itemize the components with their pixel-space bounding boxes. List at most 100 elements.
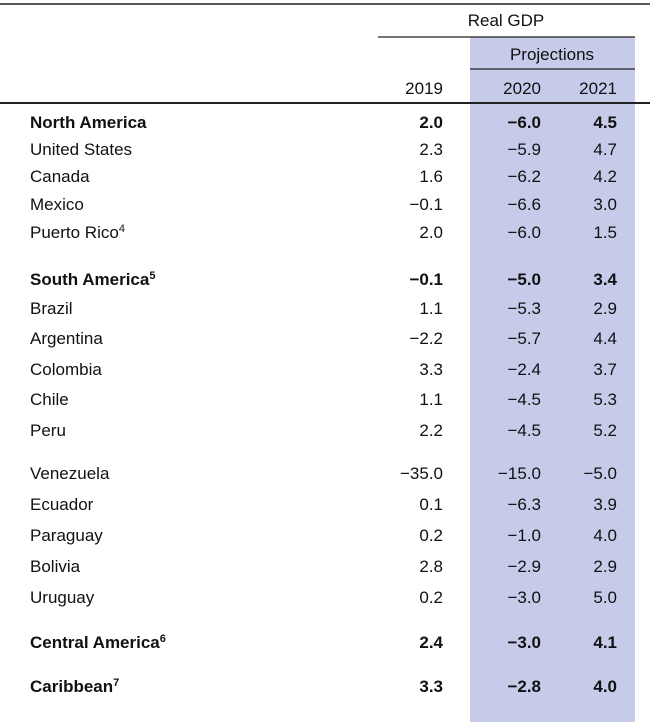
row-label: Uruguay xyxy=(30,588,95,607)
cell-value: −3.0 xyxy=(507,633,541,652)
cell-value: 2.2 xyxy=(419,421,443,440)
cell-value: −0.1 xyxy=(409,270,443,289)
cell-value: 4.1 xyxy=(593,633,617,652)
projection-shade xyxy=(470,37,635,722)
cell-value: −6.0 xyxy=(507,113,541,132)
cell-value: 3.4 xyxy=(593,270,617,289)
row-label: Brazil xyxy=(30,299,73,318)
cell-value: −2.4 xyxy=(507,360,541,379)
cell-value: 4.5 xyxy=(593,113,617,132)
cell-value: 0.2 xyxy=(419,526,443,545)
cell-value: −2.8 xyxy=(507,677,541,696)
row-name: Central America xyxy=(30,633,160,652)
cell-value: −5.9 xyxy=(507,140,541,159)
row-name: Argentina xyxy=(30,329,103,348)
row-name: Uruguay xyxy=(30,588,95,607)
cell-value: −5.7 xyxy=(507,329,541,348)
cell-value: −6.2 xyxy=(507,167,541,186)
footnote-mark: 7 xyxy=(113,677,119,689)
row-label: Paraguay xyxy=(30,526,103,545)
cell-value: 4.0 xyxy=(593,677,617,696)
row-label: North America xyxy=(30,113,147,132)
year-header: 2019 xyxy=(405,79,443,98)
cell-value: 2.0 xyxy=(419,113,443,132)
cell-value: −2.2 xyxy=(409,329,443,348)
row-name: North America xyxy=(30,113,147,132)
cell-value: 3.7 xyxy=(593,360,617,379)
cell-value: 5.3 xyxy=(593,390,617,409)
cell-value: 2.3 xyxy=(419,140,443,159)
row-label: Argentina xyxy=(30,329,103,348)
cell-value: 2.9 xyxy=(593,299,617,318)
row-name: Caribbean xyxy=(30,677,113,696)
cell-value: 4.7 xyxy=(593,140,617,159)
row-name: Chile xyxy=(30,390,69,409)
year-header: 2020 xyxy=(503,79,541,98)
cell-value: 1.6 xyxy=(419,167,443,186)
cell-value: −6.3 xyxy=(507,495,541,514)
cell-value: 2.8 xyxy=(419,557,443,576)
cell-value: 5.2 xyxy=(593,421,617,440)
row-name: Canada xyxy=(30,167,90,186)
group-header: Real GDP xyxy=(468,11,545,30)
cell-value: −1.0 xyxy=(507,526,541,545)
row-label: Mexico xyxy=(30,195,84,214)
cell-value: 4.2 xyxy=(593,167,617,186)
cell-value: 1.1 xyxy=(419,299,443,318)
cell-value: 0.1 xyxy=(419,495,443,514)
row-name: Bolivia xyxy=(30,557,81,576)
footnote-mark: 6 xyxy=(160,633,166,645)
row-label: Chile xyxy=(30,390,69,409)
row-name: Mexico xyxy=(30,195,84,214)
cell-value: −15.0 xyxy=(498,464,541,483)
row-name: United States xyxy=(30,140,132,159)
row-name: Puerto Rico xyxy=(30,223,119,242)
cell-value: 3.9 xyxy=(593,495,617,514)
row-name: Paraguay xyxy=(30,526,103,545)
cell-value: 1.5 xyxy=(593,223,617,242)
row-label: Bolivia xyxy=(30,557,81,576)
cell-value: 3.3 xyxy=(419,677,443,696)
row-label: Canada xyxy=(30,167,90,186)
cell-value: −4.5 xyxy=(507,390,541,409)
row-label: Venezuela xyxy=(30,464,110,483)
cell-value: 0.2 xyxy=(419,588,443,607)
footnote-mark: 4 xyxy=(119,223,125,235)
row-name: Brazil xyxy=(30,299,73,318)
cell-value: 3.3 xyxy=(419,360,443,379)
footnote-mark: 5 xyxy=(149,270,155,282)
cell-value: 4.4 xyxy=(593,329,617,348)
row-name: Venezuela xyxy=(30,464,110,483)
cell-value: −2.9 xyxy=(507,557,541,576)
cell-value: 4.0 xyxy=(593,526,617,545)
cell-value: −6.0 xyxy=(507,223,541,242)
row-name: Ecuador xyxy=(30,495,94,514)
row-name: South America xyxy=(30,270,150,289)
year-header: 2021 xyxy=(579,79,617,98)
row-label: Peru xyxy=(30,421,66,440)
row-label: Caribbean7 xyxy=(30,677,119,696)
row-name: Peru xyxy=(30,421,66,440)
cell-value: −6.6 xyxy=(507,195,541,214)
cell-value: 1.1 xyxy=(419,390,443,409)
cell-value: −5.0 xyxy=(507,270,541,289)
row-label: Colombia xyxy=(30,360,102,379)
row-label: Central America6 xyxy=(30,633,166,652)
cell-value: −5.3 xyxy=(507,299,541,318)
cell-value: −4.5 xyxy=(507,421,541,440)
cell-value: 3.0 xyxy=(593,195,617,214)
cell-value: −5.0 xyxy=(583,464,617,483)
row-label: United States xyxy=(30,140,132,159)
cell-value: 2.4 xyxy=(419,633,443,652)
row-label: Ecuador xyxy=(30,495,94,514)
cell-value: −3.0 xyxy=(507,588,541,607)
cell-value: −0.1 xyxy=(409,195,443,214)
cell-value: −35.0 xyxy=(400,464,443,483)
cell-value: 5.0 xyxy=(593,588,617,607)
row-name: Colombia xyxy=(30,360,102,379)
row-label: South America5 xyxy=(30,270,155,289)
cell-value: 2.9 xyxy=(593,557,617,576)
cell-value: 2.0 xyxy=(419,223,443,242)
projections-header: Projections xyxy=(510,45,594,64)
